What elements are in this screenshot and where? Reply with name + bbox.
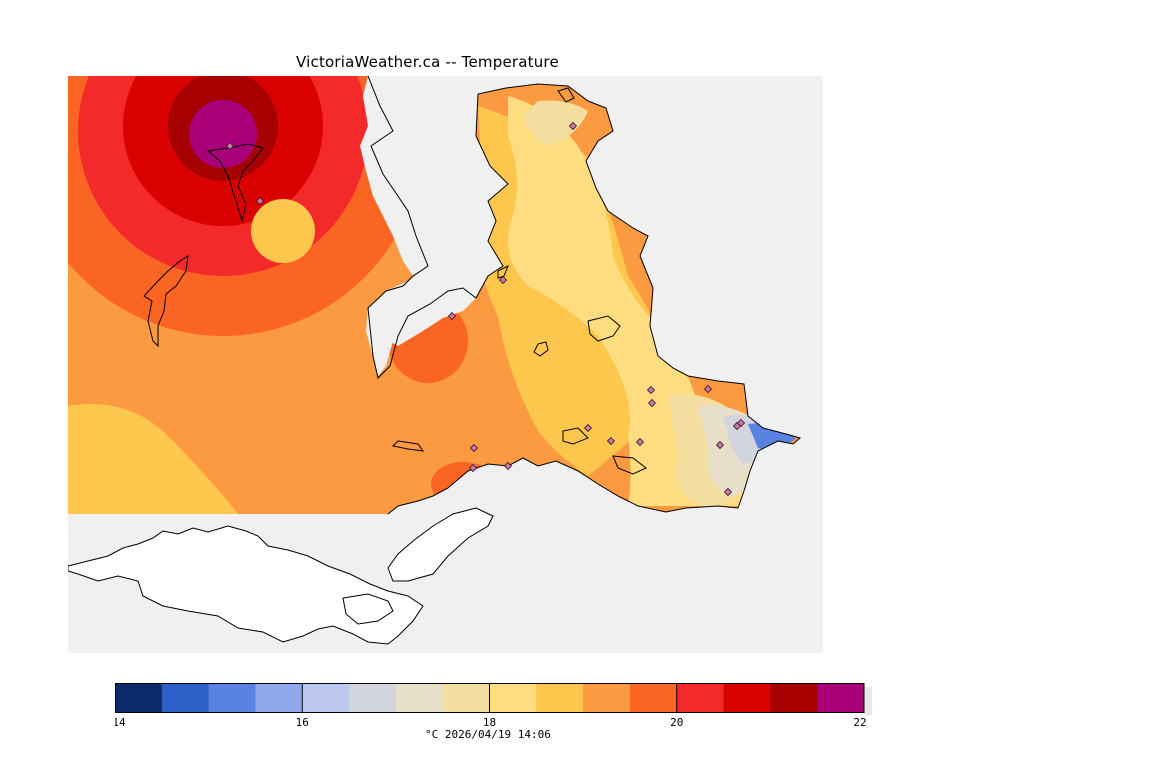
legend-swatch	[723, 683, 771, 713]
temperature-map-svg	[68, 76, 823, 653]
station-marker	[468, 463, 478, 473]
legend-swatch	[629, 683, 678, 713]
station-marker	[225, 141, 235, 151]
station-marker	[703, 384, 713, 394]
coastline	[143, 76, 802, 515]
legend-swatch	[302, 683, 350, 713]
legend-swatch	[817, 683, 865, 713]
legend-swatch	[349, 683, 397, 713]
legend-swatch	[536, 683, 584, 713]
legend-swatch	[583, 683, 631, 713]
station-marker	[469, 443, 479, 453]
legend-tick-label: 16	[296, 716, 309, 728]
legend-swatch	[770, 683, 818, 713]
station-marker	[503, 461, 513, 471]
legend-tick-label: 20	[670, 716, 683, 728]
station-marker	[736, 418, 746, 428]
legend-tick-label: 18	[483, 716, 496, 728]
station-marker	[723, 487, 733, 497]
map-title: VictoriaWeather.ca -- Temperature	[296, 53, 559, 71]
legend-swatch	[676, 683, 725, 713]
legend-shadow	[864, 687, 872, 715]
legend-swatch	[489, 683, 537, 713]
station-marker	[647, 398, 657, 408]
legend-swatch	[208, 683, 256, 713]
station-marker	[568, 121, 578, 131]
water-inlets	[360, 76, 446, 376]
southern-landmass	[68, 507, 494, 645]
station-marker	[447, 311, 457, 321]
station-marker	[635, 437, 645, 447]
station-marker	[606, 436, 616, 446]
legend-swatch	[395, 683, 444, 713]
legend-tick-label: 22	[853, 716, 866, 728]
legend-caption: °C 2026/04/19 14:06	[425, 728, 551, 741]
legend-swatch	[442, 683, 490, 713]
legend-swatch	[115, 683, 163, 713]
legend-swatch	[161, 683, 210, 713]
legend-tick-label: 14	[115, 716, 126, 728]
legend-colorbar: 14 16 18 20 22	[112, 683, 872, 729]
station-markers	[225, 121, 746, 497]
legend-swatch	[255, 683, 303, 713]
station-marker	[715, 440, 725, 450]
station-marker	[646, 385, 656, 395]
temperature-legend: 14 16 18 20 22	[112, 683, 875, 743]
station-marker	[498, 275, 508, 285]
temperature-map	[68, 76, 823, 653]
station-marker	[255, 196, 265, 206]
station-marker	[583, 423, 593, 433]
